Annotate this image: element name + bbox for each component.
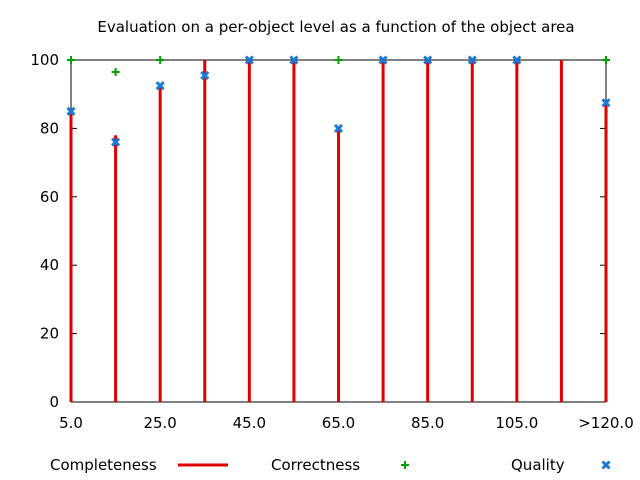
quality-point: [200, 70, 210, 80]
quality-point: [467, 55, 477, 65]
legend-label-completeness: Completeness: [50, 456, 157, 474]
x-tick-label: 85.0: [411, 414, 444, 432]
quality-point: [512, 55, 522, 65]
quality-point: [423, 55, 433, 65]
correctness-point: [67, 56, 75, 64]
y-axis-ticks: 0 20 40 60 80 100: [30, 51, 606, 411]
legend-swatch-correctness: [401, 461, 409, 469]
y-tick-label: 100: [30, 51, 59, 69]
quality-point: [155, 81, 165, 91]
completeness-bars: [69, 60, 608, 402]
y-tick-label: 20: [40, 325, 59, 343]
legend-label-quality: Quality: [511, 456, 565, 474]
y-tick-label: 0: [49, 393, 59, 411]
x-axis-ticks: 5.0 25.0 45.0 65.0 85.0 105.0 >120.0: [59, 396, 634, 432]
legend: Completeness Correctness Quality: [50, 456, 611, 474]
y-tick-label: 80: [40, 119, 59, 137]
y-tick-label: 60: [40, 188, 59, 206]
correctness-point: [156, 56, 165, 64]
x-tick-label: 105.0: [495, 414, 538, 432]
quality-point: [601, 98, 611, 108]
x-tick-label: 5.0: [59, 414, 83, 432]
quality-point: [66, 106, 76, 116]
quality-point: [244, 55, 254, 65]
correctness-point: [602, 56, 610, 64]
quality-point: [333, 123, 344, 133]
correctness-point: [111, 67, 120, 76]
y-tick-label: 40: [40, 256, 59, 274]
x-tick-label: 45.0: [233, 414, 266, 432]
quality-point: [289, 55, 299, 65]
x-tick-label: >120.0: [578, 414, 634, 432]
correctness-point: [334, 56, 343, 64]
quality-point: [378, 55, 388, 65]
legend-label-correctness: Correctness: [271, 456, 360, 474]
x-tick-label: 25.0: [143, 414, 176, 432]
chart-title: Evaluation on a per-object level as a fu…: [97, 18, 574, 36]
legend-swatch-quality: [601, 460, 611, 470]
quality-points: [66, 55, 611, 147]
x-tick-label: 65.0: [322, 414, 355, 432]
quality-point: [111, 137, 121, 147]
correctness-points: [67, 56, 610, 76]
